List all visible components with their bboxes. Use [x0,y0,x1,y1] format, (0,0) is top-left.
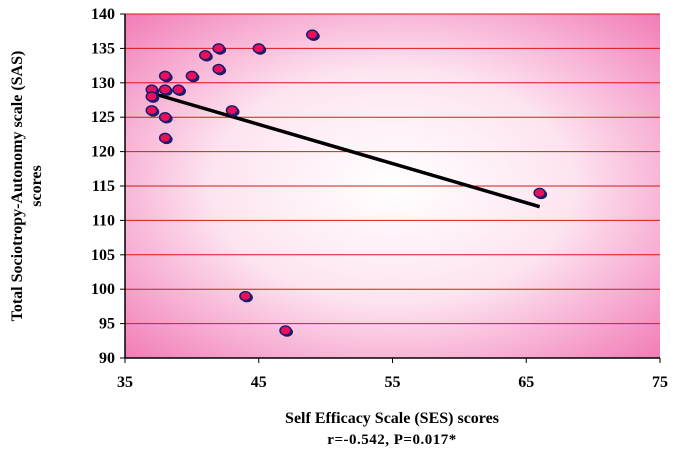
data-point-8 [185,70,199,82]
data-point-3 [158,70,172,82]
data-point-6 [158,132,172,144]
data-point-1 [145,91,158,102]
data-point-10 [212,43,225,54]
data-point-4 [158,84,172,95]
data-point-5 [158,111,172,123]
x-tick-label-45: 45 [251,374,267,391]
axes [120,13,661,363]
data-point-13 [252,43,265,54]
data-point-2 [145,105,158,116]
y-tick-label-115: 115 [92,178,115,195]
data-point-9 [199,50,212,61]
data-point-7 [172,84,185,95]
y-tick-label-125: 125 [91,109,115,126]
y-axis-title-line2: scores [28,165,45,206]
stats-caption: r=-0.542, P=0.017* [327,432,456,448]
y-tick-label-105: 105 [91,247,115,264]
data-point-16 [279,325,292,336]
y-tick-label-120: 120 [91,144,115,161]
data-point-14 [306,29,319,40]
data-point-15 [239,290,252,302]
x-tick-label-75: 75 [652,374,668,391]
y-tick-label-90: 90 [99,350,115,367]
x-tick-label-55: 55 [385,374,401,391]
x-tick-label-35: 35 [117,374,133,391]
data-points [145,29,548,337]
x-axis-title: Self Efficacy Scale (SES) scores [285,410,499,427]
data-point-12 [225,105,239,116]
data-point-11 [212,63,225,75]
y-tick-label-110: 110 [92,212,115,229]
y-tick-label-100: 100 [91,281,115,298]
trendline-group [151,91,541,209]
y-tick-label-130: 130 [91,75,115,92]
tick-labels: 90 95 100 105 110 115 120 125 130 135 140 35 45 55 65 7… [91,6,668,391]
x-tick-label-65: 65 [518,374,534,391]
y-axis-title-line1: Total Sociotropy-Autonomy scale (SAS) [9,51,26,322]
y-tick-label-135: 135 [91,40,115,57]
y-tick-label-95: 95 [99,316,115,333]
trendline [151,91,541,209]
data-point-17 [533,187,546,199]
y-tick-label-140: 140 [91,6,115,23]
